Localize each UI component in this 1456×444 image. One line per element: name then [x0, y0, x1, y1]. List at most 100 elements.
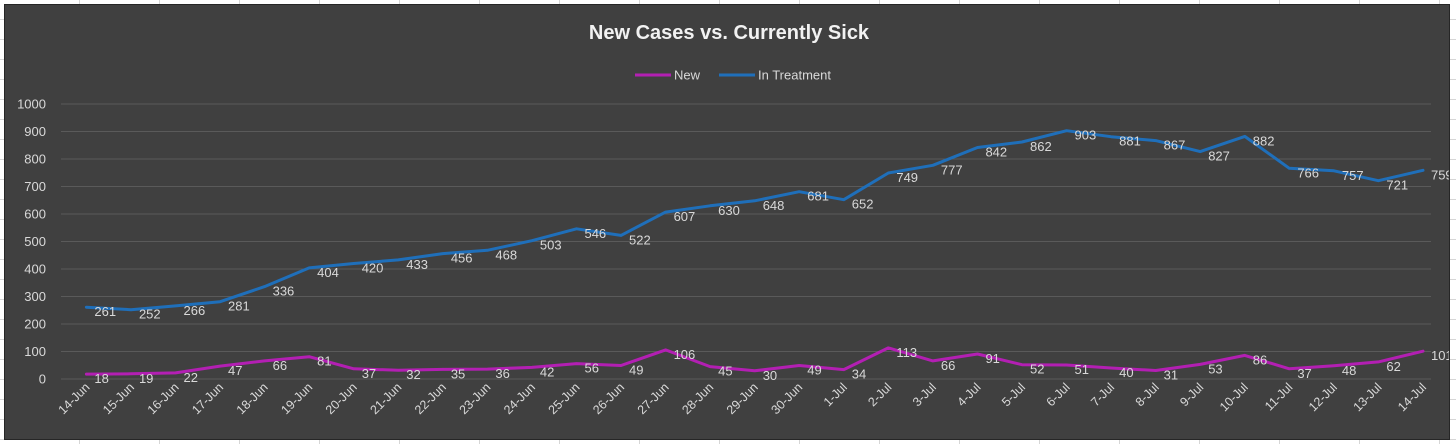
data-label: 19: [139, 371, 153, 386]
data-label: 681: [807, 189, 829, 204]
y-tick-label: 500: [24, 234, 46, 249]
legend-label: In Treatment: [758, 68, 831, 83]
x-tick-label: 1-Jul: [821, 380, 850, 409]
data-label: 53: [1208, 361, 1222, 376]
x-tick-label: 20-Jun: [323, 380, 360, 417]
data-label: 862: [1030, 139, 1052, 154]
data-label: 468: [495, 247, 517, 262]
data-label: 91: [985, 351, 999, 366]
x-tick-label: 8-Jul: [1133, 380, 1162, 409]
chart-area[interactable]: New Cases vs. Currently Sick New In Treat…: [4, 4, 1450, 440]
x-tick-label: 26-Jun: [590, 380, 627, 417]
y-tick-label: 1000: [17, 97, 46, 112]
data-label: 31: [1164, 367, 1178, 382]
data-label: 842: [985, 144, 1007, 159]
data-label: 546: [584, 226, 606, 241]
data-label: 37: [1297, 366, 1311, 381]
data-label: 522: [629, 232, 651, 247]
line-chart: New Cases vs. Currently Sick New In Treat…: [17, 22, 1449, 417]
data-label: 30: [763, 368, 777, 383]
x-tick-label: 14-Jun: [56, 380, 93, 417]
data-label: 48: [1342, 363, 1356, 378]
data-label: 49: [629, 363, 643, 378]
data-label: 903: [1075, 128, 1097, 143]
data-label: 404: [317, 265, 339, 280]
legend[interactable]: New In Treatment: [635, 68, 831, 83]
x-tick-label: 6-Jul: [1044, 380, 1073, 409]
y-tick-label: 300: [24, 289, 46, 304]
data-label: 777: [941, 162, 963, 177]
data-label: 456: [451, 251, 473, 266]
x-tick-label: 25-Jun: [546, 380, 583, 417]
data-label: 759: [1431, 167, 1449, 182]
data-label: 757: [1342, 168, 1364, 183]
x-tick-label: 7-Jul: [1088, 380, 1117, 409]
data-label: 106: [674, 347, 696, 362]
data-label: 18: [94, 371, 108, 386]
x-tick-label: 23-Jun: [457, 380, 494, 417]
data-label: 35: [451, 366, 465, 381]
x-axis-ticks: 14-Jun 15-Jun 16-Jun 17-Jun 18-Jun 19-Jun 20-J…: [56, 380, 1430, 417]
data-label: 881: [1119, 134, 1141, 149]
x-tick-label: 2-Jul: [865, 380, 894, 409]
data-label: 607: [674, 209, 696, 224]
data-label: 56: [584, 361, 598, 376]
x-tick-label: 11-Jul: [1262, 380, 1295, 413]
gridlines: [61, 103, 1431, 380]
x-tick-label: 14-Jul: [1395, 380, 1429, 414]
data-label: 766: [1297, 165, 1319, 180]
y-tick-label: 800: [24, 152, 46, 167]
data-label: 32: [406, 367, 420, 382]
y-tick-label: 100: [24, 344, 46, 359]
y-tick-label: 600: [24, 207, 46, 222]
series-line-in-treatment[interactable]: [84, 129, 1425, 312]
x-tick-label: 28-Jun: [679, 380, 716, 417]
data-label: 749: [896, 170, 918, 185]
x-tick-label: 12-Jul: [1306, 380, 1340, 414]
y-tick-label: 200: [24, 317, 46, 332]
x-tick-label: 13-Jul: [1351, 380, 1385, 414]
x-tick-label: 19-Jun: [278, 380, 315, 417]
data-label: 22: [184, 370, 198, 385]
chart-title: New Cases vs. Currently Sick: [589, 22, 870, 44]
x-tick-label: 17-Jun: [189, 380, 226, 417]
series-lines: [84, 129, 1425, 376]
x-tick-label: 9-Jul: [1177, 380, 1206, 409]
data-label: 47: [228, 363, 242, 378]
x-tick-label: 10-Jul: [1217, 380, 1251, 414]
x-tick-label: 18-Jun: [234, 380, 271, 417]
data-label: 66: [941, 358, 955, 373]
x-tick-label: 30-Jun: [768, 380, 805, 417]
data-label: 867: [1164, 138, 1186, 153]
x-tick-label: 21-Jun: [367, 380, 404, 417]
data-label: 503: [540, 238, 562, 253]
data-label: 630: [718, 203, 740, 218]
data-labels: 18 19 22 47 66 81 37 32 35 36 42 56 49 106 45 30 49 34 113…: [94, 128, 1449, 386]
x-tick-label: 24-Jun: [501, 380, 538, 417]
x-tick-label: 3-Jul: [910, 380, 939, 409]
data-label: 252: [139, 307, 161, 322]
data-label: 62: [1386, 359, 1400, 374]
data-label: 721: [1386, 178, 1408, 193]
data-label: 261: [94, 304, 116, 319]
data-label: 37: [362, 366, 376, 381]
data-label: 36: [495, 366, 509, 381]
data-label: 281: [228, 299, 250, 314]
data-label: 86: [1253, 352, 1267, 367]
x-tick-label: 4-Jul: [955, 380, 984, 409]
data-label: 266: [184, 303, 206, 318]
data-label: 420: [362, 261, 384, 276]
data-label: 40: [1119, 365, 1133, 380]
data-label: 51: [1075, 362, 1089, 377]
data-label: 652: [852, 197, 874, 212]
y-axis-ticks: 0 100 200 300 400 500 600 700 800 900 1000: [17, 97, 46, 387]
y-tick-label: 900: [24, 124, 46, 139]
x-tick-label: 5-Jul: [999, 380, 1028, 409]
data-label: 827: [1208, 149, 1230, 164]
x-tick-label: 27-Jun: [635, 380, 672, 417]
data-label: 49: [807, 363, 821, 378]
series-line-new[interactable]: [84, 346, 1425, 376]
data-label: 34: [852, 367, 866, 382]
data-label: 433: [406, 257, 428, 272]
data-label: 42: [540, 364, 554, 379]
